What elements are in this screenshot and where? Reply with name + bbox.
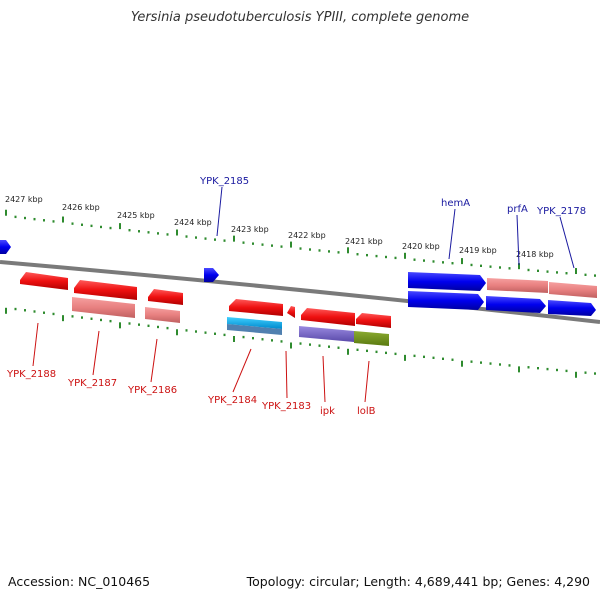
gene-label: YPK_2184 <box>207 395 257 406</box>
gene-label: YPK_2186 <box>127 385 177 396</box>
scale-labels: 2427 kbp 2426 kbp 2425 kbp 2424 kbp 2423… <box>5 195 554 259</box>
gene-label: prfA <box>507 204 528 215</box>
gene-ipk-feature[interactable] <box>299 326 354 342</box>
scale-label: 2424 kbp <box>174 218 212 227</box>
top-gene-labels: YPK_2185 hemA prfA YPK_2178 <box>199 176 586 217</box>
gene-label: YPK_2178 <box>536 206 586 217</box>
gene-label: YPK_2185 <box>199 176 249 187</box>
gene-ypk-2184-rna-b[interactable] <box>227 324 282 335</box>
upper-scale-ticks <box>5 209 596 277</box>
scale-label: 2427 kbp <box>5 195 43 204</box>
lower-scale-ticks <box>5 307 596 378</box>
scale-label: 2421 kbp <box>345 237 383 246</box>
gene-label: lolB <box>357 406 376 417</box>
scale-label: 2419 kbp <box>459 246 497 255</box>
gene-ypk-2178[interactable] <box>548 300 596 316</box>
scale-label: 2418 kbp <box>516 250 554 259</box>
gene-label: hemA <box>441 198 470 209</box>
gene-prfa[interactable] <box>486 296 546 313</box>
accession-text: Accession: NC_010465 <box>8 574 151 589</box>
bottom-gene-labels: YPK_2188 YPK_2187 YPK_2186 YPK_2184 YPK_… <box>6 369 376 417</box>
gene-lolb-feature[interactable] <box>354 331 389 346</box>
gene-ypk-2187[interactable] <box>74 280 137 300</box>
gene-label: YPK_2188 <box>6 369 56 380</box>
bottom-leader-lines <box>32 322 370 403</box>
gene-lolb[interactable] <box>356 313 391 328</box>
gene-ypk-2184[interactable] <box>229 299 283 316</box>
gene-hema-lower[interactable] <box>408 291 484 310</box>
gene-ypk-2183[interactable] <box>287 306 295 318</box>
gene-ypk-2178-pseudo[interactable] <box>549 282 597 298</box>
gene-ypk-2186-pseudo[interactable] <box>145 307 180 323</box>
scale-label: 2425 kbp <box>117 211 155 220</box>
gene-hema-upper[interactable] <box>408 272 486 291</box>
gene-ypk-2185[interactable] <box>204 268 219 282</box>
gene-ypk-2184-rna[interactable] <box>227 317 282 329</box>
scale-label: 2426 kbp <box>62 203 100 212</box>
top-leader-lines <box>216 186 575 269</box>
gene-ypk-2187-pseudo[interactable] <box>72 297 135 318</box>
genome-backbone <box>0 260 600 324</box>
genome-stats-text: Topology: circular; Length: 4,689,441 bp… <box>246 574 590 589</box>
genome-title: Yersinia pseudotuberculosis YPIII, compl… <box>130 10 470 25</box>
gene-label: YPK_2183 <box>261 401 311 412</box>
gene-partial-left[interactable] <box>0 240 11 254</box>
gene-ypk-2186[interactable] <box>148 289 183 305</box>
gene-ipk[interactable] <box>301 308 355 326</box>
forward-genes[interactable] <box>0 240 597 316</box>
gene-label: ipk <box>320 406 335 417</box>
scale-label: 2423 kbp <box>231 225 269 234</box>
gene-ypk-2188[interactable] <box>20 272 68 290</box>
gene-label: YPK_2187 <box>67 378 117 389</box>
reverse-genes[interactable] <box>20 272 391 346</box>
scale-label: 2420 kbp <box>402 242 440 251</box>
scale-label: 2422 kbp <box>288 231 326 240</box>
gene-prfa-pseudo[interactable] <box>487 278 548 293</box>
